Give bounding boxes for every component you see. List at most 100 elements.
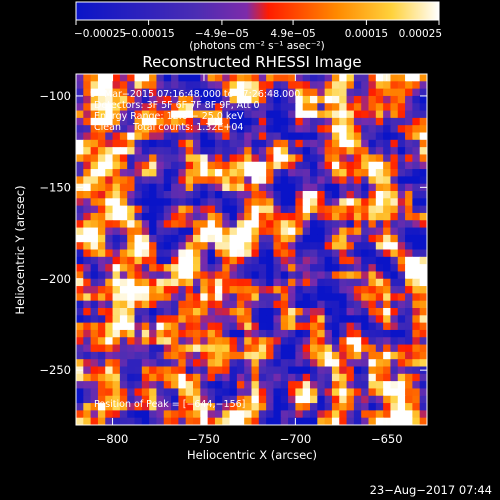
heatmap-cell [90, 271, 99, 280]
heatmap-cell [207, 264, 216, 273]
heatmap-cell [156, 132, 165, 141]
heatmap-cell [266, 366, 275, 375]
heatmap-cell [229, 242, 238, 251]
heatmap-cell [236, 147, 245, 156]
heatmap-cell [368, 125, 377, 134]
heatmap-cell [251, 293, 260, 302]
heatmap-cell [193, 300, 201, 309]
heatmap-cell [112, 395, 121, 404]
heatmap-cell [200, 337, 209, 346]
heatmap-cell [405, 300, 413, 309]
heatmap-cell [368, 315, 377, 324]
heatmap-cell [200, 308, 209, 316]
heatmap-cell [222, 81, 231, 90]
heatmap-cell [200, 388, 209, 397]
heatmap-cell [310, 315, 318, 324]
heatmap-cell [90, 74, 99, 82]
heatmap-cell [105, 381, 114, 390]
heatmap-cell [193, 81, 201, 90]
heatmap-cell [207, 147, 216, 156]
heatmap-cell [331, 183, 340, 192]
heatmap-cell [83, 191, 92, 199]
heatmap-cell [229, 300, 238, 309]
heatmap-cell [390, 74, 399, 82]
heatmap-cell [375, 110, 384, 119]
heatmap-cell [280, 227, 289, 236]
heatmap-cell [119, 103, 128, 112]
heatmap-cell [119, 403, 128, 411]
heatmap-cell [200, 373, 209, 382]
heatmap-cell [97, 117, 106, 126]
heatmap-cell [134, 161, 143, 170]
heatmap-cell [412, 147, 421, 156]
heatmap-cell [214, 315, 223, 324]
heatmap-cell [375, 337, 384, 346]
chart-title: Reconstructed RHESSI Image [142, 53, 361, 71]
heatmap-cell [310, 278, 318, 287]
heatmap-cell [83, 403, 92, 411]
heatmap-cell [419, 117, 427, 126]
heatmap-cell [346, 293, 355, 302]
heatmap-cell [331, 212, 340, 221]
heatmap-cell [258, 388, 267, 397]
heatmap-cell [127, 169, 136, 177]
heatmap-cell [141, 417, 150, 425]
heatmap-cell [141, 366, 150, 375]
heatmap-cell [258, 220, 267, 229]
heatmap-cell [397, 227, 406, 236]
heatmap-cell [244, 256, 253, 265]
heatmap-cell [134, 125, 143, 134]
heatmap-cell [193, 286, 201, 294]
heatmap-cell [127, 220, 136, 229]
heatmap-cell [229, 81, 238, 90]
heatmap-cell [361, 322, 370, 331]
heatmap-cell [251, 212, 260, 221]
heatmap-cell [97, 410, 106, 419]
heatmap-cell [310, 373, 318, 382]
heatmap-cell [207, 373, 216, 382]
heatmap-cell [346, 337, 355, 346]
heatmap-cell [368, 373, 377, 382]
heatmap-cell [200, 271, 209, 280]
heatmap-cell [331, 198, 340, 207]
heatmap-cell [280, 95, 289, 104]
heatmap-cell [251, 271, 260, 280]
heatmap-cell [207, 169, 216, 177]
heatmap-cell [112, 161, 121, 170]
heatmap-cell [222, 169, 231, 177]
heatmap-cell [127, 351, 136, 360]
heatmap-cell [127, 300, 136, 309]
heatmap-cell [273, 359, 282, 368]
heatmap-cell [361, 417, 370, 425]
heatmap-cell [214, 373, 223, 382]
heatmap-cell [127, 125, 136, 134]
heatmap-cell [193, 351, 201, 360]
heatmap-cell [397, 286, 406, 294]
annotation-detectors: Detectors: 3F 5F 6F 7F 8F 9F, Att 0 [94, 100, 260, 111]
heatmap-cell [412, 234, 421, 243]
heatmap-cell [119, 256, 128, 265]
heatmap-cell [185, 329, 194, 338]
heatmap-cell [288, 381, 296, 390]
heatmap-cell [280, 74, 289, 82]
heatmap-cell [331, 176, 340, 185]
heatmap-cell [214, 191, 223, 199]
heatmap-cell [119, 322, 128, 331]
heatmap-cell [375, 417, 384, 425]
heatmap-cell [419, 264, 427, 273]
heatmap-cell [83, 117, 92, 126]
heatmap-cell [346, 315, 355, 324]
heatmap-cell [214, 132, 223, 141]
heatmap-cell [97, 234, 106, 243]
heatmap-cell [302, 271, 311, 280]
heatmap-cell [236, 300, 245, 309]
heatmap-cell [288, 351, 296, 360]
heatmap-cell [266, 293, 275, 302]
heatmap-cell [324, 88, 333, 97]
heatmap-cell [97, 205, 106, 214]
heatmap-cell [390, 154, 399, 163]
heatmap-cell [185, 132, 194, 141]
heatmap-cell [302, 395, 311, 404]
heatmap-cell [171, 234, 179, 243]
heatmap-cell [76, 286, 84, 294]
